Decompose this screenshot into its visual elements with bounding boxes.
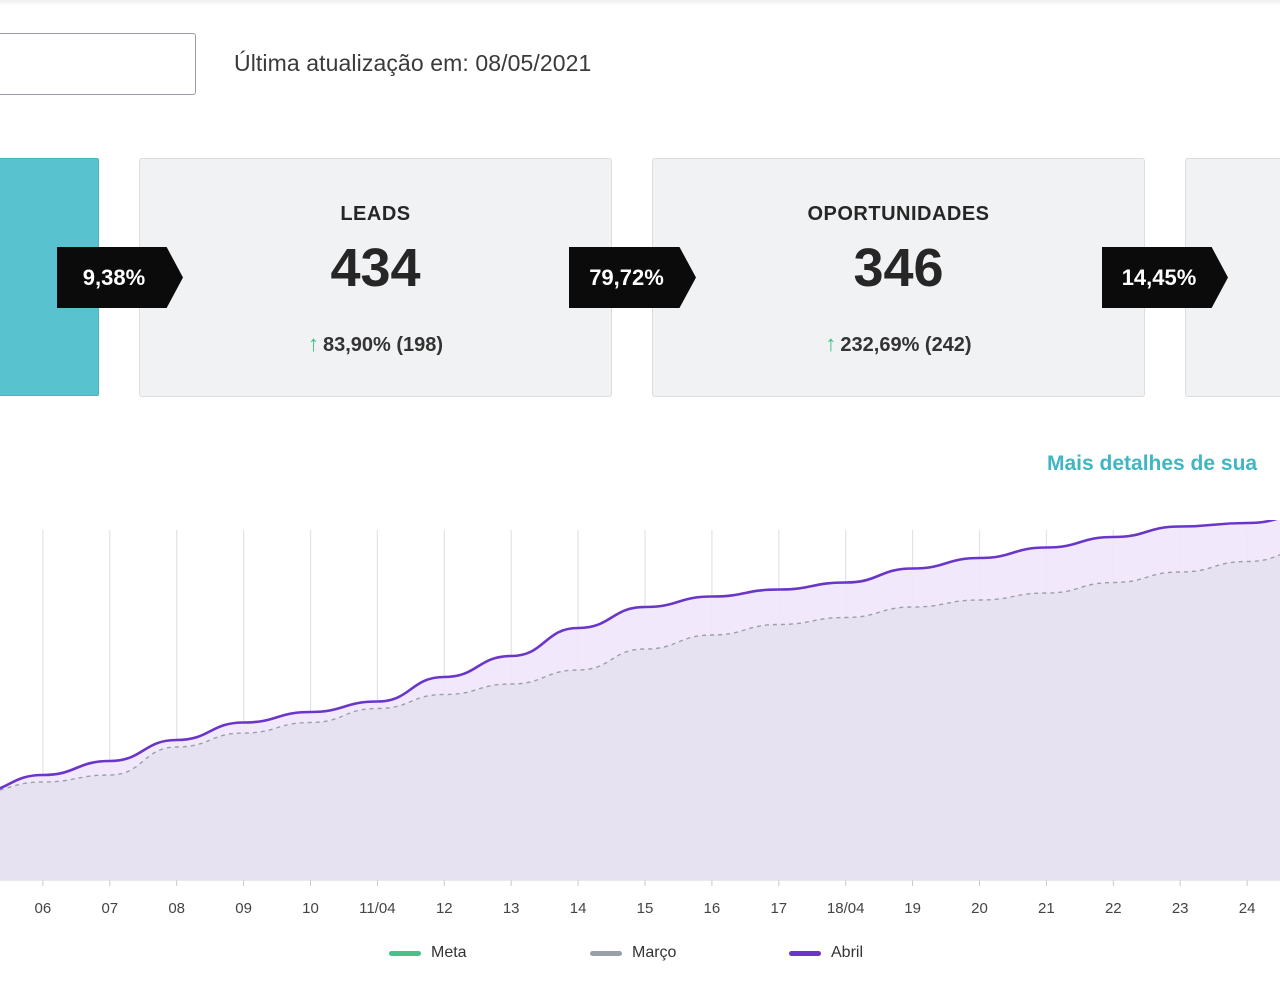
legend-label: Meta <box>431 944 467 961</box>
top-shadow <box>0 0 1280 6</box>
x-tick-label: 18/04 <box>827 900 865 917</box>
opportunities-change: ↑ 232,69% (242) <box>653 331 1144 357</box>
x-tick-label: 19 <box>904 900 921 917</box>
legend-swatch <box>590 950 622 956</box>
x-tick-label: 12 <box>436 900 453 917</box>
opportunities-change-text: 232,69% (242) <box>840 334 972 356</box>
legend-swatch <box>389 950 421 956</box>
last-update-text: Última atualização em: 08/05/2021 <box>234 50 592 76</box>
leads-change-text: 83,90% (198) <box>322 334 444 356</box>
leads-value: 434 <box>330 238 421 298</box>
x-tick-label: 10 <box>302 900 319 917</box>
x-tick-label: 20 <box>971 900 988 917</box>
leads-title: LEADS <box>340 203 411 225</box>
conversion-rate-leads-opportunities: 79,72% <box>569 247 696 308</box>
x-tick-label: 23 <box>1172 900 1189 917</box>
x-tick-label: 08 <box>168 900 185 917</box>
x-tick-label: 16 <box>704 900 721 917</box>
opportunities-title: OPORTUNIDADES <box>807 203 990 225</box>
marco-area <box>0 554 1280 880</box>
marco-line <box>0 553 1280 791</box>
legend-item-meta[interactable]: Meta <box>389 944 467 962</box>
conversion-rate-visitors-leads: 9,38% <box>57 247 183 308</box>
arrow-up-icon: ↑ <box>825 331 837 356</box>
x-tick-label: 13 <box>503 900 520 917</box>
x-tick-label: 15 <box>637 900 654 917</box>
leads-card[interactable]: LEADS 434 ↑ 83,90% (198) <box>139 158 612 397</box>
legend-label: Abril <box>831 944 864 961</box>
x-tick-label: 21 <box>1038 900 1055 917</box>
x-tick-label: 07 <box>101 900 118 917</box>
chart-legend: Meta Março Abril <box>0 944 1280 968</box>
x-tick-label: 24 <box>1239 900 1256 917</box>
more-details-link[interactable]: Mais detalhes de sua <box>1047 452 1258 475</box>
legend-label: Março <box>632 944 677 961</box>
abril-line <box>0 520 1278 790</box>
x-tick-label: 22 <box>1105 900 1122 917</box>
opportunities-value: 346 <box>853 238 944 298</box>
arrow-up-icon: ↑ <box>307 331 319 356</box>
period-filter-input[interactable] <box>0 33 196 95</box>
legend-item-marco[interactable]: Março <box>590 944 676 962</box>
leads-chart: 05/04060708091011/0412131415161718/04192… <box>0 520 1280 917</box>
legend-swatch <box>789 950 821 956</box>
x-tick-label: 17 <box>770 900 787 917</box>
conversion-rate-opportunities-sales: 14,45% <box>1102 247 1228 308</box>
opportunities-card[interactable]: OPORTUNIDADES 346 ↑ 232,69% (242) <box>652 158 1145 397</box>
x-tick-label: 14 <box>570 900 587 917</box>
legend-item-abril[interactable]: Abril <box>789 944 863 962</box>
x-tick-label: 09 <box>235 900 252 917</box>
leads-change: ↑ 83,90% (198) <box>140 331 611 357</box>
x-tick-label: 11/04 <box>359 900 395 917</box>
x-tick-label: 06 <box>35 900 52 917</box>
